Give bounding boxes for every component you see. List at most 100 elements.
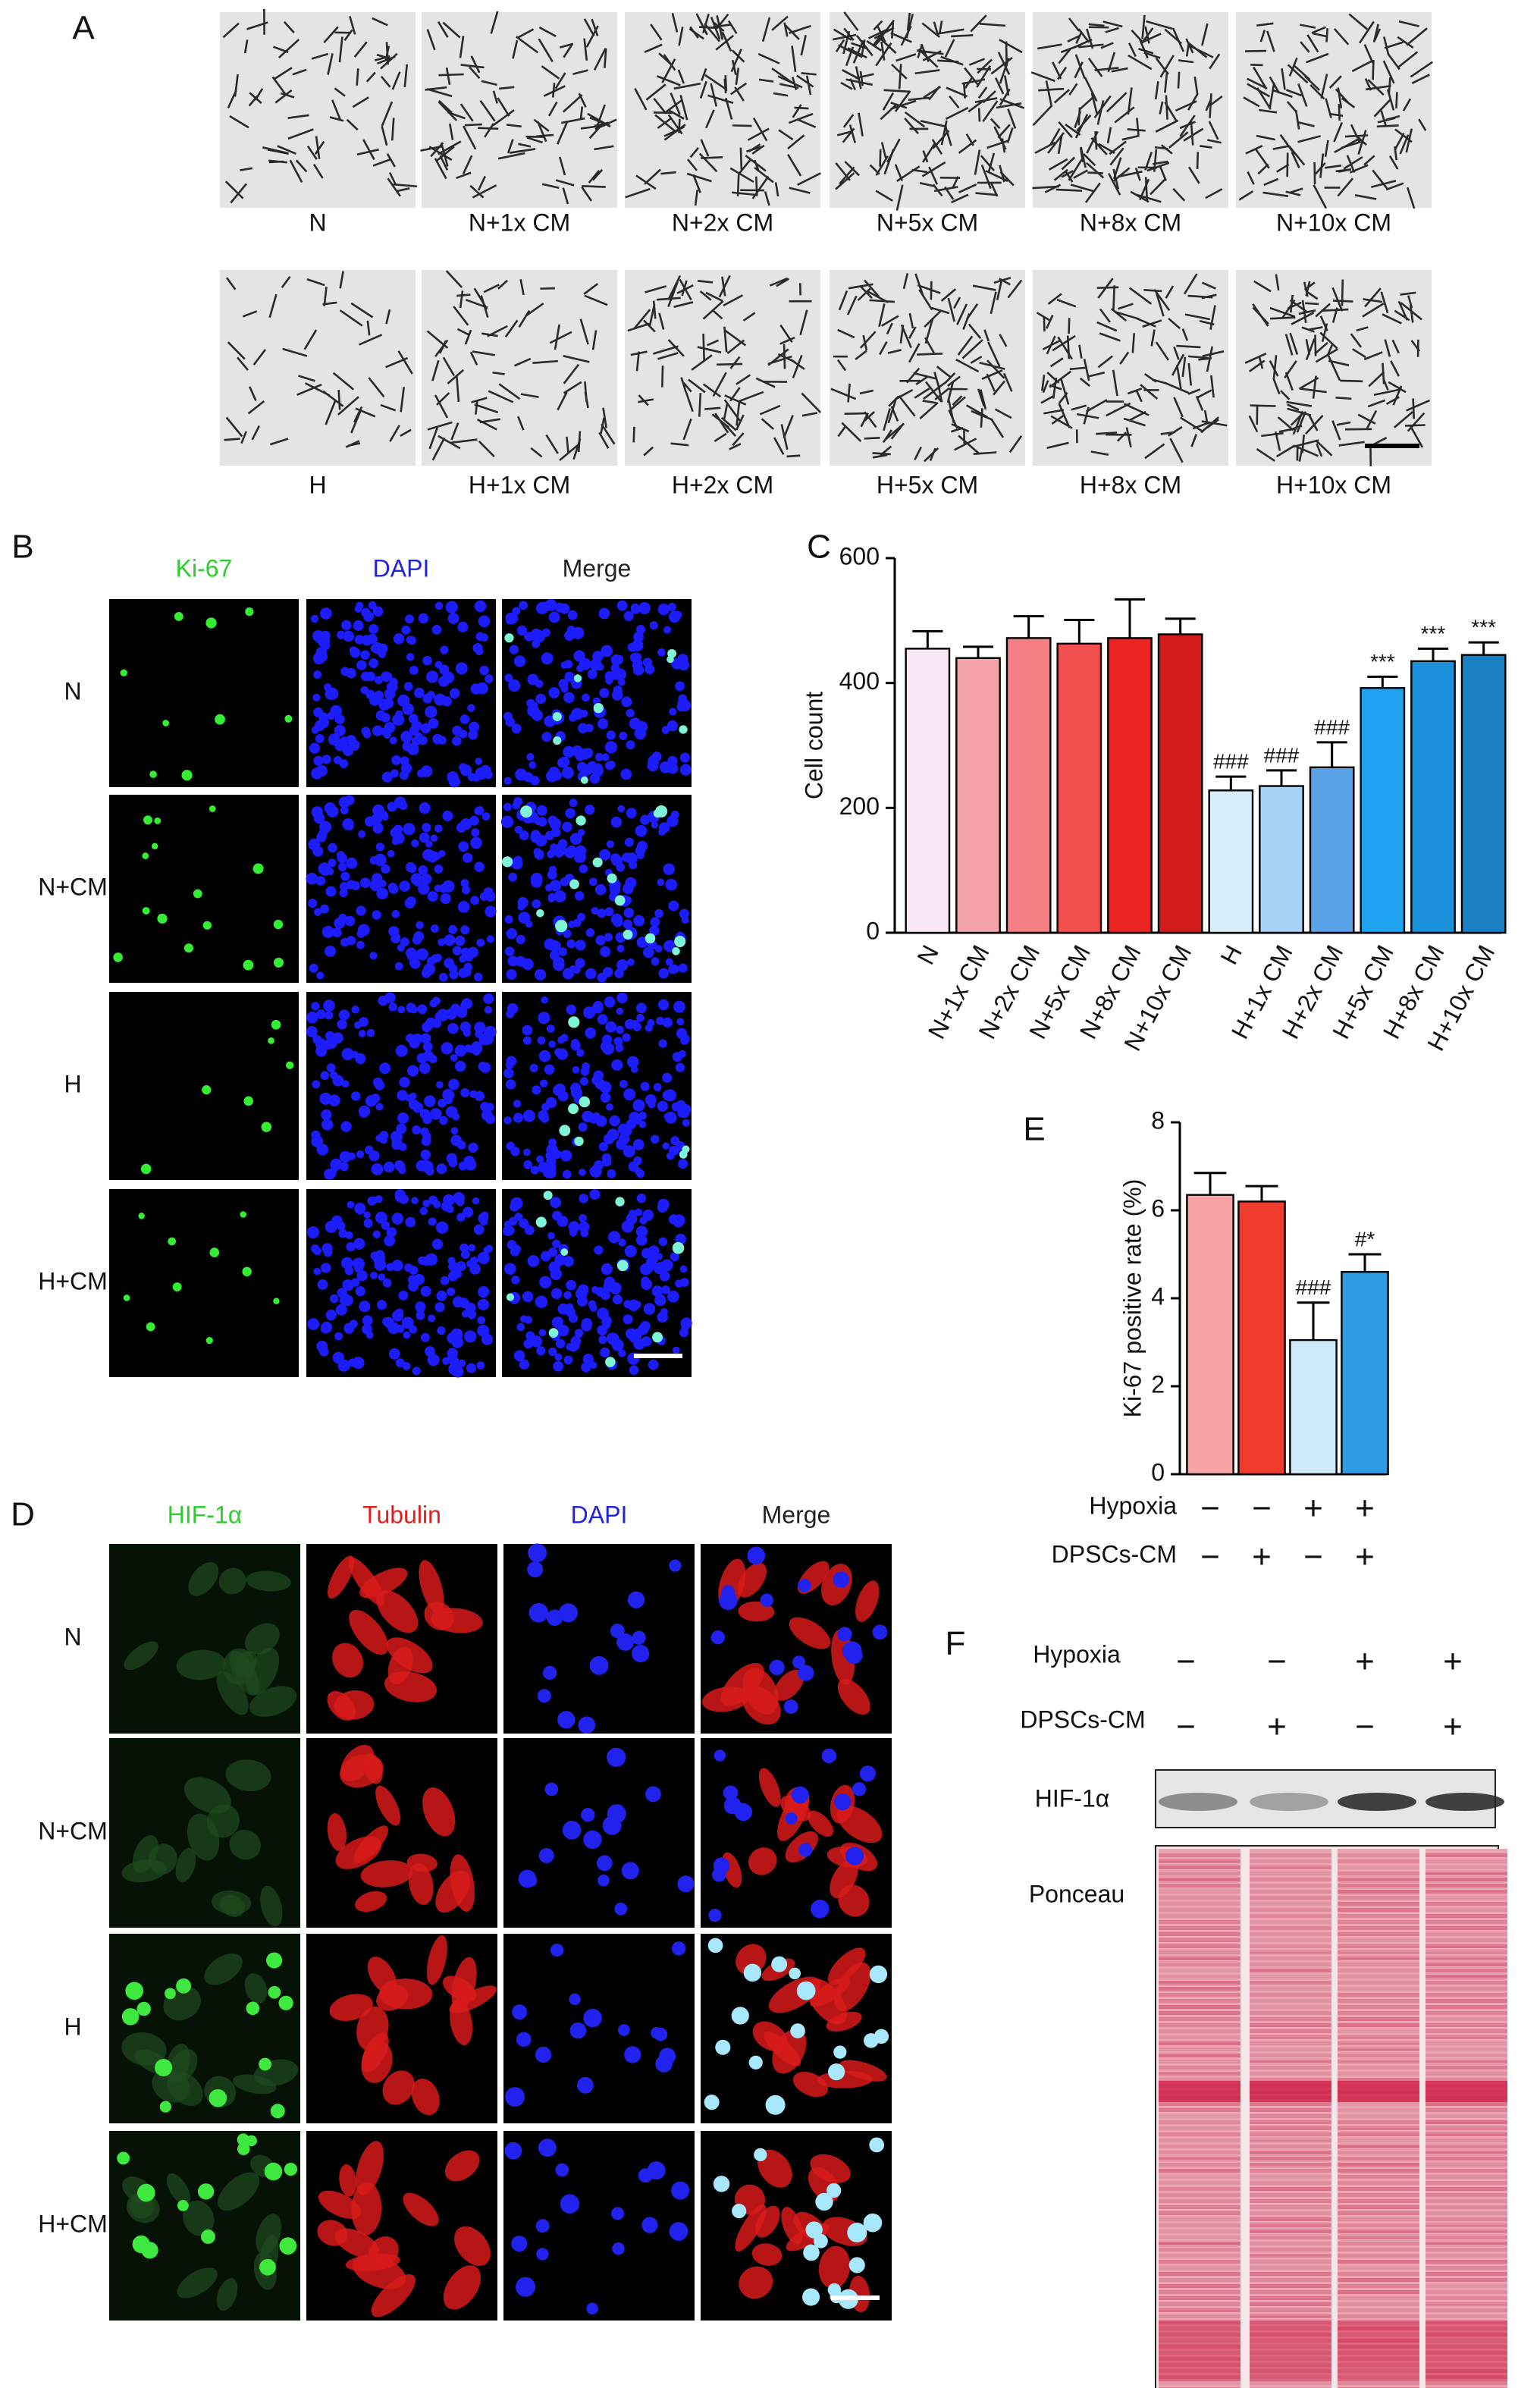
cell [197, 2183, 215, 2200]
cell [838, 290, 848, 311]
lane-band [1250, 2272, 1331, 2276]
cell [680, 1037, 688, 1045]
bar [1005, 637, 1052, 934]
cell [718, 275, 731, 298]
lane-band [1250, 2041, 1331, 2045]
cell [537, 121, 547, 143]
cell [855, 73, 874, 80]
cell [908, 343, 921, 363]
cell [390, 933, 401, 944]
cell [1209, 93, 1212, 118]
lane-band [1338, 1993, 1419, 1997]
cell [447, 1332, 459, 1345]
lane-band [1426, 1938, 1507, 1942]
cell [282, 347, 308, 357]
cell [425, 670, 439, 683]
cell [1121, 134, 1140, 141]
lane-band [1250, 1866, 1331, 1869]
cell [551, 1316, 564, 1329]
cell [771, 15, 789, 31]
cell [225, 1759, 271, 1791]
cell [837, 328, 855, 339]
lane-band [1159, 2035, 1240, 2039]
lane-band [1159, 2041, 1240, 2045]
cell [427, 421, 453, 431]
cell [993, 380, 1006, 396]
cell [303, 329, 318, 350]
cell [765, 2095, 786, 2115]
cell [274, 89, 293, 104]
cell [577, 723, 588, 734]
cell [474, 403, 499, 414]
cell [478, 1062, 488, 1072]
cell [317, 1279, 328, 1290]
cell [547, 894, 556, 903]
cell [801, 412, 818, 417]
cell [1407, 412, 1426, 432]
cell [653, 98, 667, 115]
cell [536, 2248, 549, 2261]
cell [604, 907, 614, 917]
cell [499, 86, 515, 90]
cell [391, 1132, 400, 1142]
cell [321, 1321, 333, 1333]
cell [1326, 344, 1334, 357]
cell [422, 1041, 433, 1052]
cell [1106, 402, 1131, 417]
cell [964, 67, 979, 86]
lane-band [1159, 1926, 1240, 1930]
cell [356, 2006, 389, 2051]
cell [554, 1353, 563, 1361]
cell [1362, 303, 1385, 318]
cell [365, 1331, 374, 1339]
cell [340, 1257, 353, 1269]
lane-band [1426, 1993, 1507, 1997]
cell [662, 1072, 673, 1083]
lane-band [1159, 1957, 1240, 1960]
cell [157, 913, 168, 924]
cell [1112, 168, 1119, 190]
lane-band [1250, 2145, 1331, 2148]
lane-band [1426, 2169, 1507, 2173]
cell [347, 1200, 355, 1209]
cell [674, 935, 686, 948]
cell [835, 172, 855, 190]
cell [635, 1225, 648, 1238]
cell [1363, 155, 1375, 166]
cell [552, 1239, 561, 1248]
lane-band [1250, 2060, 1331, 2063]
cell [532, 639, 541, 648]
cell [1352, 348, 1366, 359]
cell [1123, 417, 1146, 427]
cell [507, 139, 514, 154]
cell [783, 414, 794, 439]
cell [372, 158, 391, 167]
lane-band [1159, 1890, 1240, 1894]
lane-band [1159, 2145, 1240, 2148]
lane-band [1426, 2193, 1507, 2197]
cell [789, 1967, 801, 1980]
cell [124, 1641, 158, 1671]
cell [990, 291, 997, 315]
cell [555, 2163, 569, 2177]
cell [1143, 373, 1157, 383]
cell [1286, 101, 1297, 113]
cell [724, 394, 747, 406]
cell [617, 805, 626, 813]
cell [1291, 152, 1300, 168]
cell [468, 730, 478, 740]
cell [369, 951, 378, 960]
lane-band [1426, 1884, 1507, 1887]
cell [497, 152, 525, 160]
cell [426, 29, 436, 51]
lane-band [1250, 1963, 1331, 1966]
cell [369, 623, 379, 634]
cell [918, 289, 933, 311]
cell [1108, 173, 1121, 196]
cell [337, 862, 347, 872]
cell [252, 349, 267, 366]
cell [384, 672, 393, 680]
micrograph [503, 1738, 695, 1928]
cell [705, 291, 723, 302]
cell [325, 400, 337, 425]
